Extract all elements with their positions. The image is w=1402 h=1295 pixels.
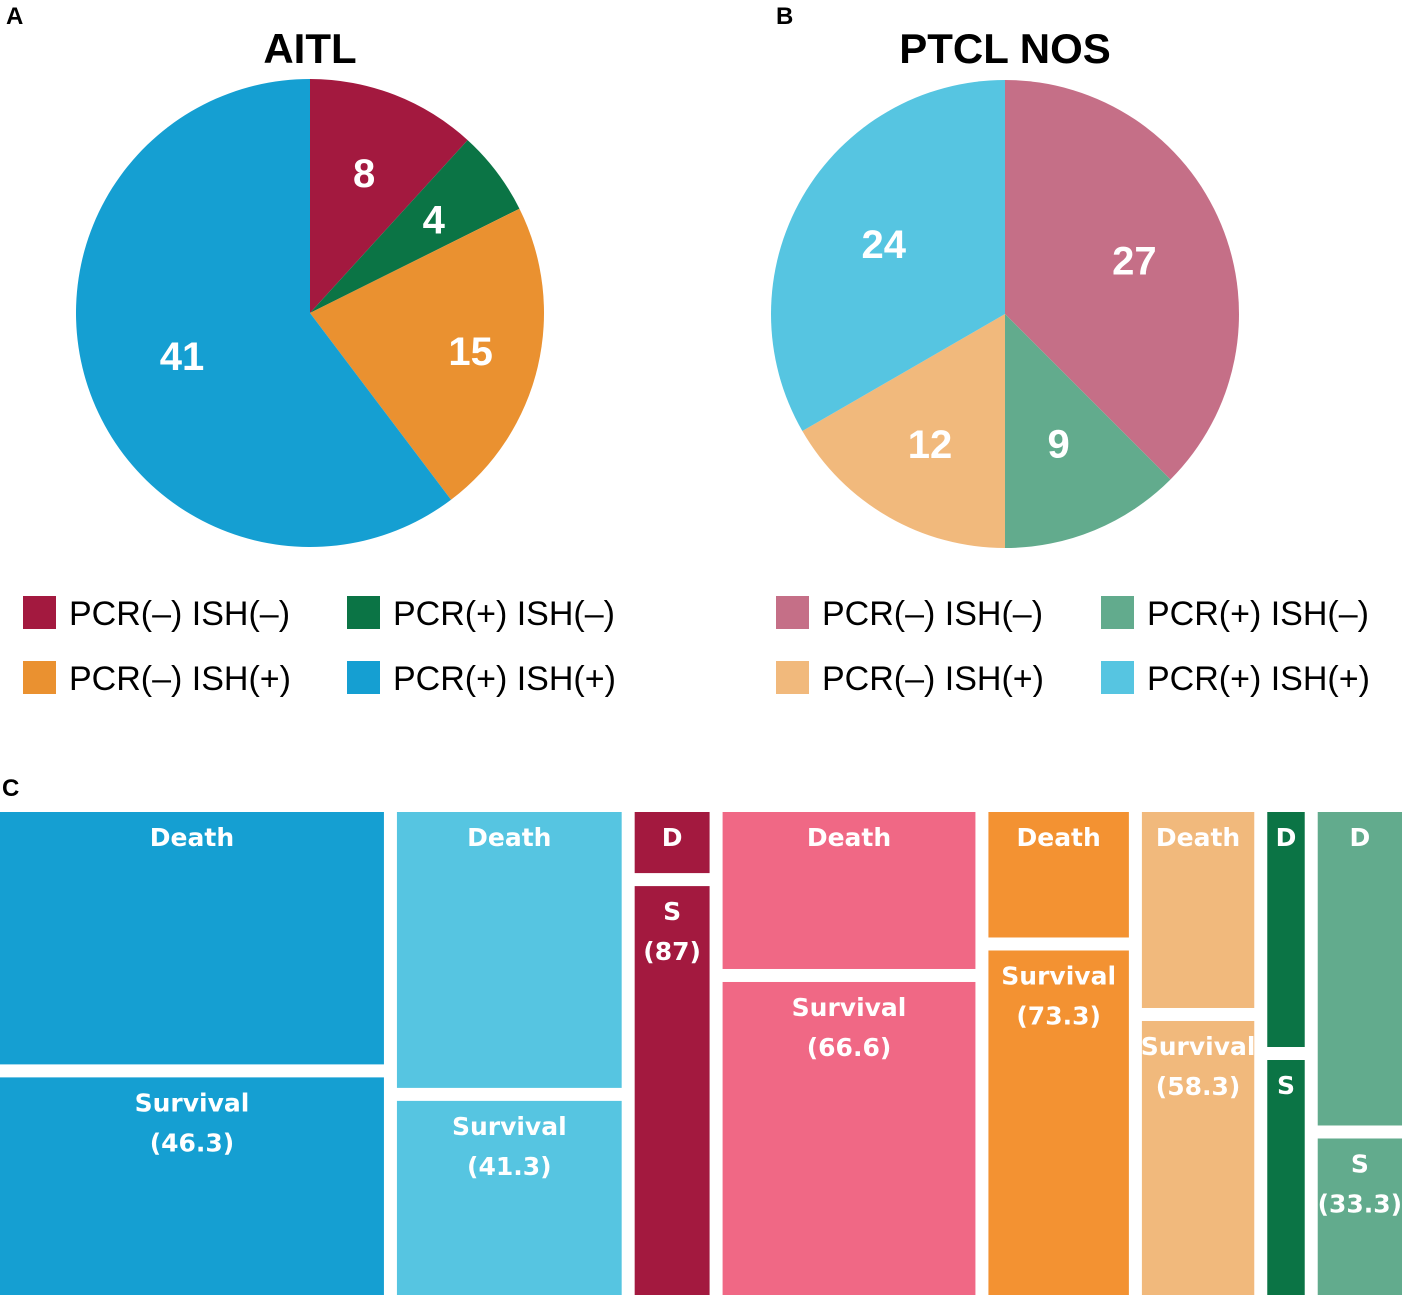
ptcl-legend-label-pcr-ish: PCR(–) ISH(+) (822, 660, 1044, 698)
treemap-death-tile-2 (396, 812, 622, 1088)
aitl-slice-value-pcr-ish: 15 (448, 330, 493, 374)
treemap-death-label-8: D (1349, 823, 1370, 852)
aitl-legend-swatch-pcr-ish (23, 661, 56, 694)
treemap-survival-label-3: S (663, 897, 681, 926)
aitl-slice-pcr-ish (310, 79, 468, 313)
aitl-legend-label-pcr-ish: PCR(+) ISH(–) (393, 595, 615, 633)
treemap-survival-value-6: (58.3) (1156, 1072, 1241, 1101)
aitl-legend-label-pcr-ish: PCR(–) ISH(–) (69, 595, 290, 633)
pie-title-aitl: AITL (263, 25, 356, 72)
treemap-death-label-4: Death (807, 823, 891, 852)
treemap-death-tile-7 (1267, 812, 1305, 1047)
ptcl-slice-value-pcr-ish: 9 (1047, 422, 1069, 466)
treemap-survival-label-2: Survival (452, 1112, 567, 1141)
aitl-legend-swatch-pcr-ish (347, 596, 380, 629)
ptcl-legend-swatch-pcr-ish (776, 596, 809, 629)
treemap-survival-value-5: (73.3) (1016, 1001, 1101, 1030)
treemap-death-tile-5 (988, 812, 1129, 938)
treemap-survival-value-4: (66.6) (807, 1033, 892, 1062)
aitl-slice-value-pcr-ish: 8 (353, 152, 375, 196)
treemap-death-tile-6 (1141, 812, 1255, 1008)
panel-letter-a: A (6, 3, 23, 30)
pie-title-ptcl: PTCL NOS (899, 25, 1111, 72)
treemap-death-label-3: D (662, 823, 683, 852)
ptcl-slice-pcr-ish (1005, 314, 1171, 548)
treemap-survival-label-5: Survival (1001, 961, 1116, 990)
pie-chart-aitl: 8 4 15 41 (76, 79, 544, 547)
ptcl-slice-pcr-ish (771, 80, 1005, 431)
ptcl-slice-value-pcr-ish: 24 (862, 223, 907, 267)
panel-letter-b: B (776, 3, 793, 30)
treemap-survival-label-8: S (1351, 1149, 1369, 1178)
aitl-slice-pcr-ish (310, 208, 544, 500)
aitl-legend-label-pcr-ish: PCR(–) ISH(+) (69, 660, 291, 698)
treemap-survival-tile-1 (0, 1077, 384, 1295)
treemap-death-tile-4 (722, 812, 976, 969)
treemap-survival-tile-7 (1267, 1060, 1305, 1295)
aitl-legend-swatch-pcr-ish (23, 596, 56, 629)
treemap-survival-value-8: (33.3) (1318, 1189, 1402, 1218)
treemap-death-label-5: Death (1016, 823, 1100, 852)
treemap-survival-value-2: (41.3) (467, 1152, 552, 1181)
aitl-slice-pcr-ish (310, 140, 520, 313)
treemap-survival-label-6: Survival (1141, 1032, 1256, 1061)
treemap-survival-tile-3 (634, 886, 710, 1295)
ptcl-legend-swatch-pcr-ish (776, 661, 809, 694)
treemap-survival: Death Survival (46.3) Death Survival (41.3) D S… (0, 812, 1402, 1295)
treemap-death-label-7: D (1276, 823, 1297, 852)
legend-ptcl: PCR(–) ISH(–) PCR(+) ISH(–) PCR(–) ISH(+) P… (776, 595, 1370, 698)
ptcl-legend-label-pcr-ish: PCR(+) ISH(+) (1147, 660, 1370, 698)
treemap-death-label-1: Death (150, 823, 234, 852)
treemap-survival-tile-4 (722, 981, 976, 1295)
aitl-slice-pcr-ish (76, 79, 452, 547)
aitl-legend-label-pcr-ish: PCR(+) ISH(+) (393, 660, 616, 698)
treemap-death-tile-8 (1317, 812, 1402, 1126)
treemap-survival-tile-2 (396, 1100, 622, 1295)
ptcl-slice-pcr-ish (802, 314, 1005, 548)
treemap-survival-value-1: (46.3) (150, 1128, 235, 1157)
treemap-survival-tile-8 (1317, 1138, 1402, 1295)
ptcl-legend-label-pcr-ish: PCR(–) ISH(–) (822, 595, 1043, 633)
treemap-death-label-2: Death (467, 823, 551, 852)
treemap-survival-value-3: (87) (643, 937, 701, 966)
ptcl-slice-value-pcr-ish: 12 (908, 423, 953, 467)
ptcl-slice-value-pcr-ish: 27 (1112, 239, 1157, 283)
ptcl-slice-pcr-ish (1005, 80, 1239, 480)
aitl-slice-value-pcr-ish: 41 (160, 335, 205, 379)
treemap-survival-label-7: S (1277, 1071, 1295, 1100)
aitl-slice-value-pcr-ish: 4 (423, 199, 446, 243)
pie-chart-ptcl: 27 9 12 24 (771, 80, 1239, 548)
ptcl-legend-swatch-pcr-ish (1101, 596, 1134, 629)
ptcl-legend-label-pcr-ish: PCR(+) ISH(–) (1147, 595, 1369, 633)
treemap-survival-tile-6 (1141, 1020, 1255, 1295)
treemap-survival-tile-5 (988, 950, 1129, 1295)
ptcl-legend-swatch-pcr-ish (1101, 661, 1134, 694)
treemap-death-label-6: Death (1156, 823, 1240, 852)
treemap-death-tile-3 (634, 812, 710, 874)
aitl-legend-swatch-pcr-ish (347, 661, 380, 694)
panel-letter-c: C (2, 775, 19, 802)
treemap-survival-label-1: Survival (135, 1088, 250, 1117)
treemap-survival-label-4: Survival (792, 993, 907, 1022)
legend-aitl: PCR(–) ISH(–) PCR(+) ISH(–) PCR(–) ISH(+) P… (23, 595, 616, 698)
treemap-death-tile-1 (0, 812, 384, 1065)
